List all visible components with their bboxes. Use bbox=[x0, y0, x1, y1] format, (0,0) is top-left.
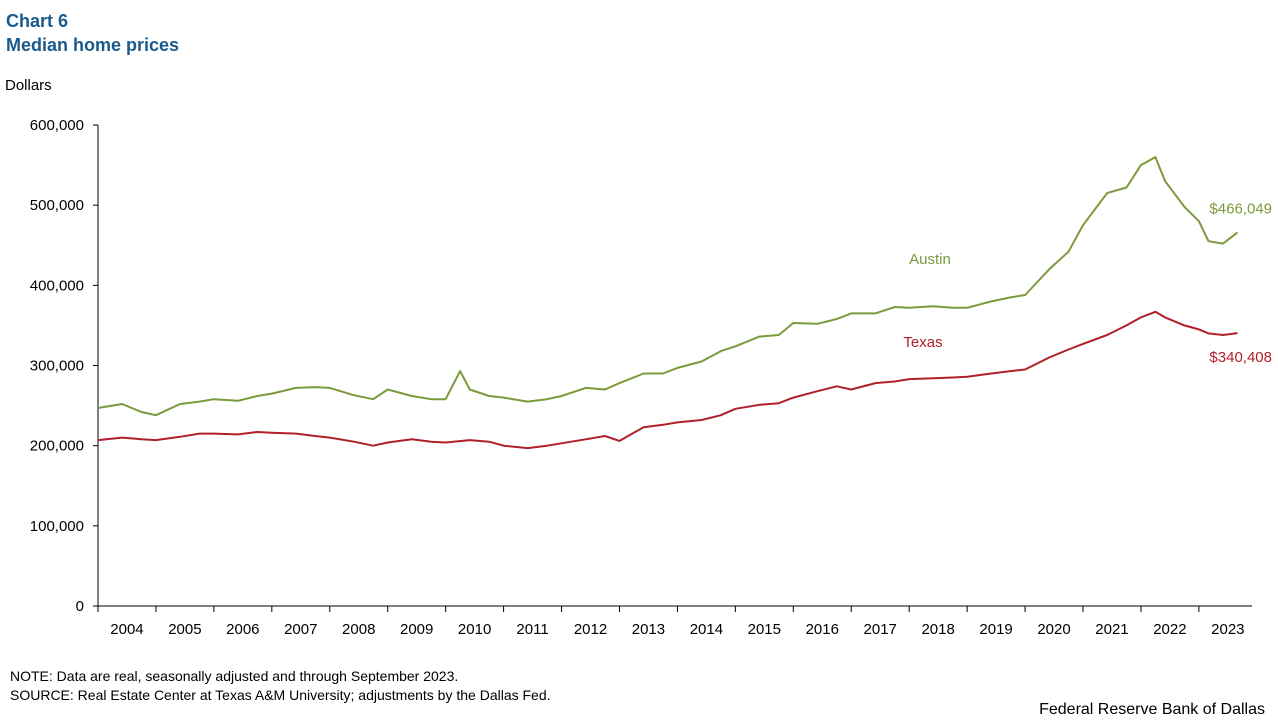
x-tick-label: 2009 bbox=[400, 621, 433, 638]
x-tick-label: 2015 bbox=[748, 621, 781, 638]
x-tick-label: 2017 bbox=[864, 621, 897, 638]
x-tick-label: 2006 bbox=[226, 621, 259, 638]
y-axis-units: Dollars bbox=[5, 77, 52, 94]
x-tick-label: 2005 bbox=[168, 621, 201, 638]
x-tick-label: 2020 bbox=[1037, 621, 1070, 638]
end-value-label-texas: $340,408 bbox=[1209, 349, 1272, 366]
x-tick-label: 2014 bbox=[690, 621, 723, 638]
x-tick-label: 2011 bbox=[516, 621, 548, 638]
series-label-texas: Texas bbox=[903, 334, 942, 351]
x-tick-label: 2004 bbox=[110, 621, 143, 638]
chart-number: Chart 6 bbox=[6, 11, 69, 31]
end-value-label-austin: $466,049 bbox=[1209, 200, 1272, 217]
x-tick-label: 2022 bbox=[1153, 621, 1186, 638]
y-tick-label: 0 bbox=[76, 598, 84, 615]
x-tick-label: 2021 bbox=[1095, 621, 1128, 638]
y-tick-label: 600,000 bbox=[30, 117, 84, 134]
x-tick-label: 2012 bbox=[574, 621, 607, 638]
source-text: SOURCE: Real Estate Center at Texas A&M … bbox=[10, 687, 551, 703]
credit-text: Federal Reserve Bank of Dallas bbox=[1039, 701, 1265, 718]
x-tick-label: 2018 bbox=[921, 621, 954, 638]
note-text: NOTE: Data are real, seasonally adjusted… bbox=[10, 668, 459, 684]
y-tick-label: 300,000 bbox=[30, 358, 84, 375]
footnote: NOTE: Data are real, seasonally adjusted… bbox=[10, 667, 551, 705]
y-tick-label: 400,000 bbox=[30, 277, 84, 294]
series-line-texas bbox=[97, 310, 1238, 450]
y-tick-label: 100,000 bbox=[30, 518, 84, 535]
series-label-austin: Austin bbox=[909, 251, 951, 268]
y-tick-label: 500,000 bbox=[30, 197, 84, 214]
series-line-austin bbox=[97, 156, 1239, 417]
x-tick-label: 2013 bbox=[632, 621, 665, 638]
x-tick-label: 2019 bbox=[979, 621, 1012, 638]
y-tick-label: 200,000 bbox=[30, 438, 84, 455]
x-tick-label: 2010 bbox=[458, 621, 491, 638]
x-tick-label: 2008 bbox=[342, 621, 375, 638]
x-tick-label: 2007 bbox=[284, 621, 317, 638]
chart-title: Median home prices bbox=[6, 35, 180, 55]
x-tick-label: 2023 bbox=[1211, 621, 1244, 638]
chart-title-block: Chart 6 Median home prices bbox=[6, 9, 179, 57]
x-tick-label: 2016 bbox=[806, 621, 839, 638]
